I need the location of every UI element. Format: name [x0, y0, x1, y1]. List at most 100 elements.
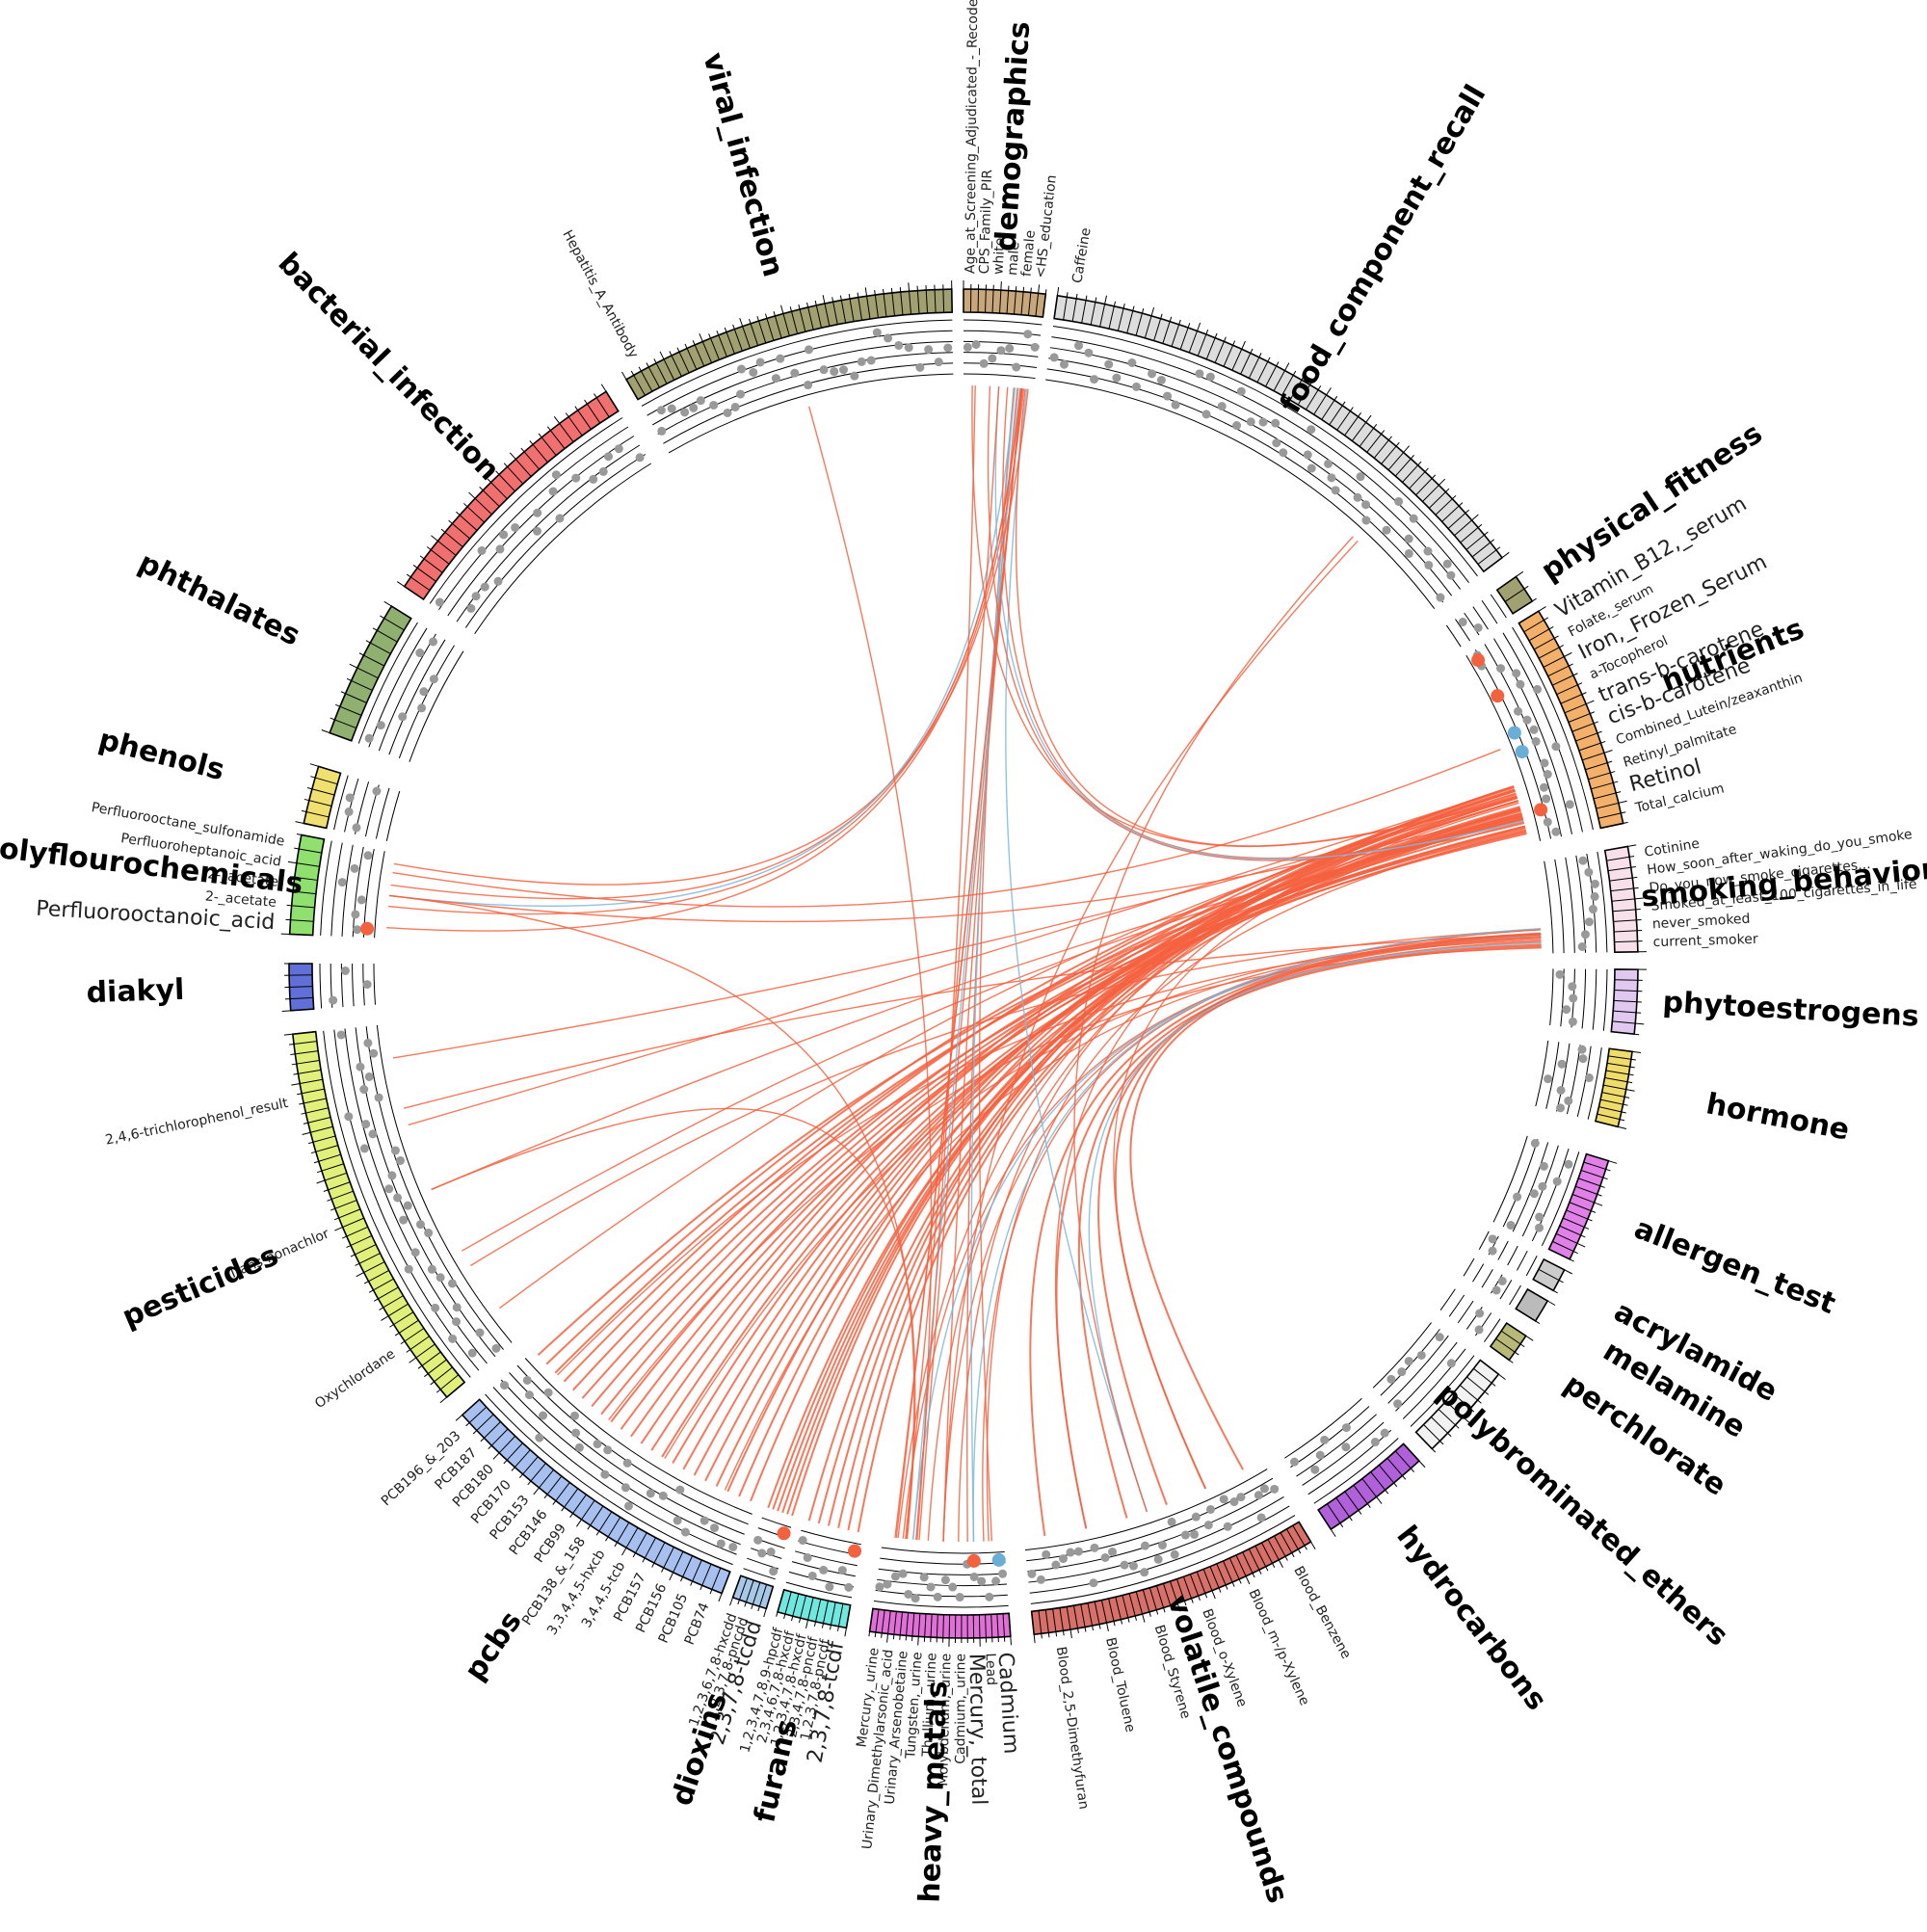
- data-point: [1304, 450, 1312, 459]
- data-point: [1224, 1522, 1232, 1531]
- data-point: [1220, 1495, 1228, 1503]
- link-pcbs-nutrients: [631, 826, 1525, 1436]
- link-dioxins-nutrients: [792, 801, 1518, 1516]
- data-point: [769, 1567, 778, 1575]
- data-point: [756, 357, 765, 366]
- data-point: [1112, 374, 1121, 383]
- data-point: [1514, 707, 1522, 716]
- data-point: [1232, 421, 1241, 430]
- data-point: [1290, 1458, 1299, 1467]
- data-point: [468, 1349, 477, 1358]
- track-line: [1509, 1285, 1520, 1305]
- data-point: [603, 1445, 612, 1454]
- track-line: [882, 1548, 1005, 1553]
- data-point: [604, 452, 613, 461]
- track-line: [374, 964, 375, 1005]
- data-point: [991, 1576, 1000, 1585]
- category-label-hormone: hormone: [1703, 1087, 1852, 1147]
- data-point: [1424, 561, 1433, 569]
- data-point: [1260, 1484, 1269, 1493]
- data-point: [429, 637, 437, 646]
- data-point: [1005, 344, 1014, 353]
- data-point: [1513, 1193, 1521, 1202]
- data-point: [404, 1202, 412, 1210]
- data-point: [998, 1570, 1007, 1578]
- data-point: [1089, 1578, 1097, 1587]
- data-point: [1332, 486, 1340, 494]
- track-line: [1498, 1241, 1508, 1260]
- link-pcbs-nutrients: [555, 815, 1522, 1373]
- data-point: [1544, 818, 1552, 827]
- data-point: [904, 1590, 912, 1599]
- category-label-pcbs: pcbs: [458, 1605, 528, 1687]
- data-point: [830, 367, 838, 376]
- data-point: [1585, 917, 1594, 926]
- link-pcbs-nutrients: [641, 786, 1514, 1443]
- data-point: [1237, 387, 1246, 396]
- data-point: [1475, 1325, 1484, 1334]
- data-point: [363, 851, 372, 860]
- category-label-hydrocarbons: hydrocarbons: [1389, 1520, 1553, 1717]
- data-point: [600, 1470, 609, 1479]
- data-point: [647, 1489, 655, 1497]
- data-point: [552, 470, 561, 479]
- sector-demographics: [964, 289, 1045, 317]
- highlight-point: [967, 1554, 981, 1568]
- track-line: [386, 791, 399, 841]
- category-label-pesticides: pesticides: [118, 1238, 283, 1334]
- data-point: [1585, 1073, 1594, 1082]
- data-point: [1307, 464, 1316, 473]
- data-point: [1578, 857, 1587, 865]
- data-point: [839, 365, 848, 374]
- data-point: [416, 1220, 425, 1229]
- data-point: [1229, 1497, 1238, 1506]
- data-point: [820, 365, 829, 374]
- track-line: [1482, 600, 1497, 623]
- data-point: [668, 405, 676, 413]
- data-point: [1386, 1375, 1395, 1384]
- data-point: [808, 1572, 817, 1580]
- data-point: [1522, 716, 1531, 725]
- data-point: [709, 401, 718, 410]
- data-point: [1498, 1277, 1507, 1285]
- data-point: [555, 514, 564, 522]
- data-point: [1050, 353, 1059, 361]
- data-point: [867, 357, 876, 365]
- data-point: [1516, 680, 1524, 689]
- data-point: [1104, 360, 1113, 369]
- data-point: [1051, 1561, 1060, 1570]
- data-point: [1371, 1438, 1380, 1446]
- link-heavy_metals-demographics: [913, 388, 1019, 1540]
- data-point: [475, 1329, 484, 1337]
- variable-label: Blood_m-/p-Xylene: [1245, 1587, 1311, 1708]
- sector-heavy_metals: [870, 1608, 1011, 1638]
- data-point: [772, 374, 780, 383]
- data-point: [570, 1412, 579, 1420]
- data-point: [977, 1576, 986, 1585]
- data-point: [799, 1536, 807, 1545]
- sector-pesticides: [293, 1032, 464, 1397]
- data-point: [589, 475, 597, 484]
- data-point: [428, 1265, 436, 1274]
- track-line: [1045, 380, 1435, 609]
- data-point: [1272, 438, 1280, 447]
- track-line: [1593, 969, 1597, 1030]
- data-point: [1542, 794, 1550, 803]
- track-line: [1603, 969, 1607, 1031]
- data-point: [500, 1381, 509, 1389]
- tracks-layer: [320, 320, 1607, 1607]
- highlight-point: [778, 1526, 791, 1540]
- data-point: [387, 1171, 396, 1179]
- data-point: [1192, 1513, 1201, 1522]
- data-point: [1342, 1423, 1351, 1432]
- data-point: [996, 346, 1005, 355]
- data-point: [891, 1572, 900, 1580]
- data-point: [363, 1039, 372, 1047]
- data-point: [899, 1570, 908, 1578]
- highlight-point: [1534, 803, 1547, 816]
- data-point: [636, 453, 645, 462]
- data-point: [924, 345, 933, 354]
- data-point: [675, 1486, 684, 1495]
- data-point: [1540, 783, 1548, 792]
